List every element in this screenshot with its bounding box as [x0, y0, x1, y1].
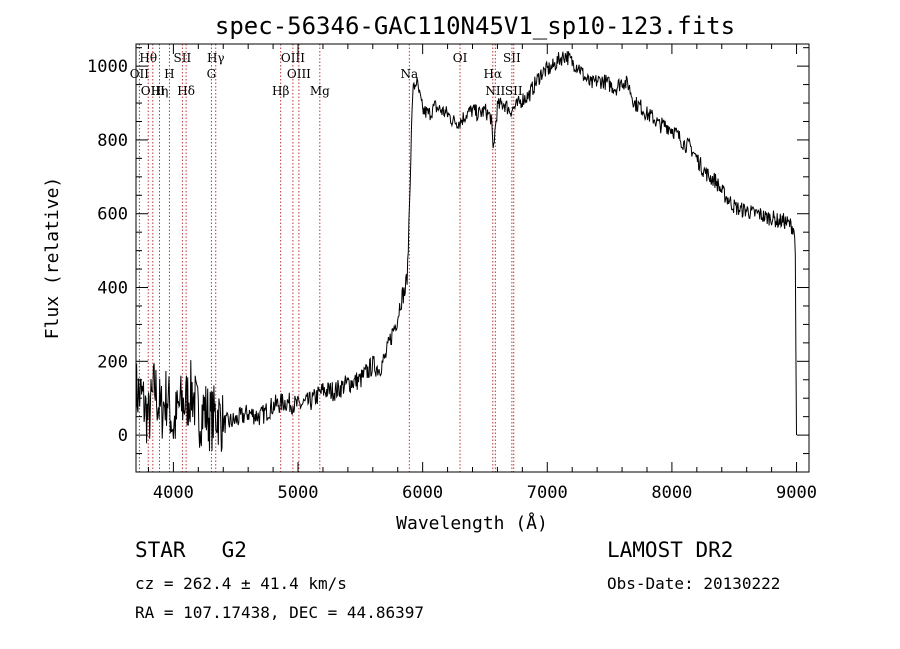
spectrum-line-0: [135, 51, 797, 452]
line-marker-label-7: Hγ: [207, 51, 225, 65]
line-marker-label-18: SII: [505, 84, 523, 98]
line-marker-label-15: Hα: [484, 67, 503, 81]
y-axis-title: Flux (relative): [42, 177, 63, 340]
line-marker-label-14: OI: [453, 51, 468, 65]
survey-label: LAMOST DR2: [607, 538, 734, 562]
line-marker-label-17: NII: [485, 84, 505, 98]
line-marker-label-16: SII: [503, 51, 521, 65]
y-tick-label-0: 0: [118, 426, 128, 446]
coords-line: RA = 107.17438, DEC = 44.86397: [135, 603, 424, 622]
x-tick-label-1: 5000: [278, 483, 319, 503]
line-marker-label-1: OII: [130, 67, 150, 81]
object-class-label: STAR: [135, 538, 186, 562]
redshift-line: cz = 262.4 ± 41.4 km/s: [135, 574, 347, 593]
line-marker-label-12: Mg: [310, 84, 330, 98]
x-axis-title: Wavelength (Å): [396, 512, 548, 534]
y-tick-label-5: 1000: [87, 57, 128, 77]
line-marker-label-8: G: [207, 67, 217, 81]
y-tick-label-1: 200: [97, 352, 128, 372]
line-marker-label-11: OIII: [287, 67, 311, 81]
line-marker-label-2: OIII: [141, 84, 165, 98]
x-tick-label-4: 8000: [651, 483, 692, 503]
x-tick-label-5: 9000: [776, 483, 817, 503]
line-marker-label-9: Hβ: [272, 84, 289, 98]
y-tick-label-4: 800: [97, 131, 128, 151]
x-tick-label-3: 7000: [527, 483, 568, 503]
line-marker-label-0: Hθ: [139, 51, 157, 65]
plot-frame: [135, 43, 810, 473]
obs-date: Obs-Date: 20130222: [607, 574, 781, 593]
line-marker-label-13: Na: [400, 67, 418, 81]
line-marker-label-6: Hδ: [177, 84, 195, 98]
line-marker-label-10: OIII: [281, 51, 305, 65]
x-tick-label-0: 4000: [153, 483, 194, 503]
subclass-label: G2: [221, 538, 247, 562]
x-tick-label-2: 6000: [402, 483, 443, 503]
y-tick-label-2: 400: [97, 279, 128, 299]
chart-title: spec-56346-GAC110N45V1_sp10-123.fits: [215, 12, 735, 40]
plot-area: HθOIIOIIIHηSIIHHδHγGHβOIIIOIIIMgNaOIHαSI…: [87, 44, 817, 503]
object-class: STAR G2: [135, 538, 247, 562]
y-tick-label-3: 600: [97, 205, 128, 225]
line-marker-label-5: H: [164, 67, 174, 81]
line-marker-label-4: SII: [174, 51, 192, 65]
line-marker-label-3: Hη: [151, 84, 169, 98]
